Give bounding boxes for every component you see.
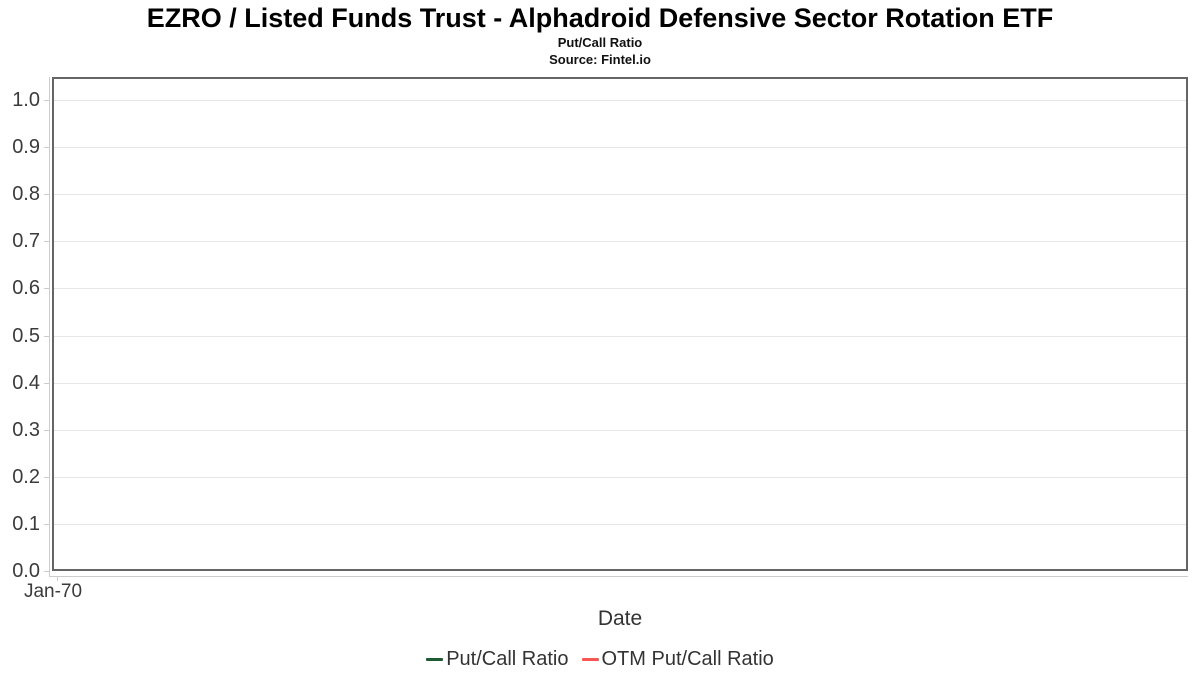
- y-axis-tick-label: 0.1: [12, 512, 40, 535]
- y-axis-tick-label: 0.0: [12, 560, 40, 582]
- gridline: [54, 100, 1186, 101]
- y-axis-tick: [44, 194, 49, 196]
- legend-series-marker-icon: [581, 657, 599, 661]
- gridline: [54, 523, 1186, 525]
- plot-area: [52, 77, 1188, 571]
- gridline: [54, 147, 1186, 149]
- y-axis-tick: [44, 147, 49, 149]
- gridline: [54, 288, 1186, 290]
- y-axis-tick: [44, 100, 49, 101]
- y-axis-tick-label: 0.6: [12, 277, 40, 300]
- y-axis-tick-label: 0.5: [12, 324, 40, 347]
- y-axis-tick-label: 0.9: [12, 136, 40, 159]
- y-axis-tick-label: 0.2: [12, 465, 40, 488]
- y-axis-tick-label: 0.3: [12, 418, 40, 441]
- gridline: [54, 476, 1186, 478]
- y-axis-tick-label: 1.0: [12, 89, 40, 111]
- legend-series-label: Put/Call Ratio: [446, 648, 569, 670]
- y-axis-tick: [44, 523, 49, 525]
- legend: Put/Call Ratio OTM Put/Call Ratio: [0, 645, 1200, 673]
- x-axis-line: [49, 576, 1188, 577]
- y-axis-tick-label: 0.8: [12, 183, 40, 206]
- y-axis-tick-label: 0.4: [12, 371, 40, 394]
- chart-subtitle: Put/Call Ratio: [557, 35, 643, 50]
- x-axis-tick-label: Jan-70: [23, 581, 83, 602]
- chart-title: EZRO / Listed Funds Trust - Alphadroid D…: [146, 3, 1054, 33]
- legend-series-label: OTM Put/Call Ratio: [601, 648, 774, 670]
- legend-item[interactable]: OTM Put/Call Ratio: [581, 646, 774, 672]
- x-axis-title: Date: [597, 607, 643, 630]
- legend-series-marker-icon: [426, 657, 444, 661]
- y-axis-tick: [44, 476, 49, 478]
- y-axis-tick: [44, 335, 49, 337]
- gridline: [54, 241, 1186, 243]
- legend-item[interactable]: Put/Call Ratio: [426, 646, 569, 672]
- y-axis-tick: [44, 571, 49, 572]
- y-axis-tick: [44, 241, 49, 243]
- gridline: [54, 194, 1186, 196]
- chart-source: Source: Fintel.io: [549, 52, 651, 67]
- y-axis-tick: [44, 382, 49, 384]
- y-axis-tick-label: 0.7: [12, 230, 40, 253]
- y-axis-tick: [44, 288, 49, 290]
- y-axis-line: [49, 77, 50, 576]
- gridline: [54, 382, 1186, 384]
- gridline: [54, 335, 1186, 337]
- y-axis-tick: [44, 429, 49, 431]
- gridline: [54, 429, 1186, 431]
- x-axis-tick: [57, 576, 58, 581]
